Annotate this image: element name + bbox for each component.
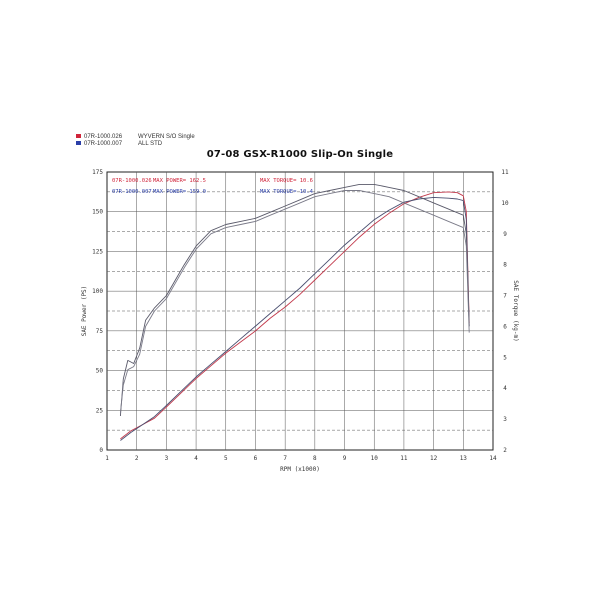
y-tick-label: 150 [92,209,103,216]
x-tick-label: 7 [283,455,287,462]
x-tick-label: 10 [371,455,379,462]
x-tick-label: 8 [313,455,317,462]
x-tick-label: 11 [400,455,408,462]
x-tick-label: 1 [105,455,109,462]
annotation-code: 07R-1000.007 [112,189,152,195]
legend-code: 07R-1000.026 [84,134,123,140]
x-tick-label: 14 [489,455,497,462]
y2-tick-label: 4 [503,385,507,392]
y-tick-label: 25 [96,407,104,414]
x-tick-label: 5 [224,455,228,462]
y-tick-label: 125 [92,248,103,255]
y2-tick-label: 2 [503,447,507,454]
x-tick-label: 12 [430,455,438,462]
x-tick-label: 3 [165,455,169,462]
y2-tick-label: 10 [501,200,509,207]
y-tick-label: 100 [92,288,103,295]
y-tick-label: 175 [92,169,103,176]
y-tick-label: 0 [99,447,103,454]
legend-code: 07R-1000.007 [84,141,123,147]
y2-tick-label: 3 [503,416,507,423]
series-line-07R-1000.007-power [120,196,470,441]
x-tick-label: 2 [135,455,139,462]
annotation-max-power: MAX POWER= 159.0 [153,189,206,195]
y-tick-label: 50 [96,368,104,375]
annotation-max-power: MAX POWER= 162.5 [153,178,206,184]
legend-item-std: 07R-1000.007 ALL STD [76,141,162,147]
legend-label: WYVERN S/O Single [138,134,195,140]
y2-tick-label: 11 [501,169,509,176]
x-tick-label: 13 [460,455,468,462]
annotation-max-torque: MAX TORQUE= 10.4 [260,189,314,195]
y2-tick-label: 6 [503,323,507,330]
y2-tick-label: 7 [503,293,507,300]
chart-title: 07-08 GSX-R1000 Slip-On Single [206,149,394,160]
legend-label: ALL STD [138,141,163,147]
series-line-07R-1000.026-torque [119,183,470,417]
annotation-code: 07R-1000.026 [112,178,152,184]
x-axis-label: RPM (x1000) [280,466,320,473]
y-axis-label: SAE Power (PS) [81,286,88,337]
y2-tick-label: 5 [503,354,507,361]
series-line-07R-1000.007-torque [119,190,470,413]
annotation-max-torque: MAX TORQUE= 10.6 [260,178,313,184]
legend-item-wyvern: 07R-1000.026 WYVERN S/O Single [76,134,195,140]
y2-axis-label: SAE Torque (kg-m) [512,280,519,341]
y2-tick-label: 9 [503,231,507,238]
x-tick-label: 6 [254,455,258,462]
series-line-07R-1000.026-power [120,191,470,440]
x-tick-label: 9 [343,455,347,462]
legend-swatch-wyvern [76,134,81,139]
x-tick-label: 4 [194,455,198,462]
y-tick-label: 75 [96,328,104,335]
legend-swatch-std [76,141,81,146]
y2-tick-label: 8 [503,262,507,269]
